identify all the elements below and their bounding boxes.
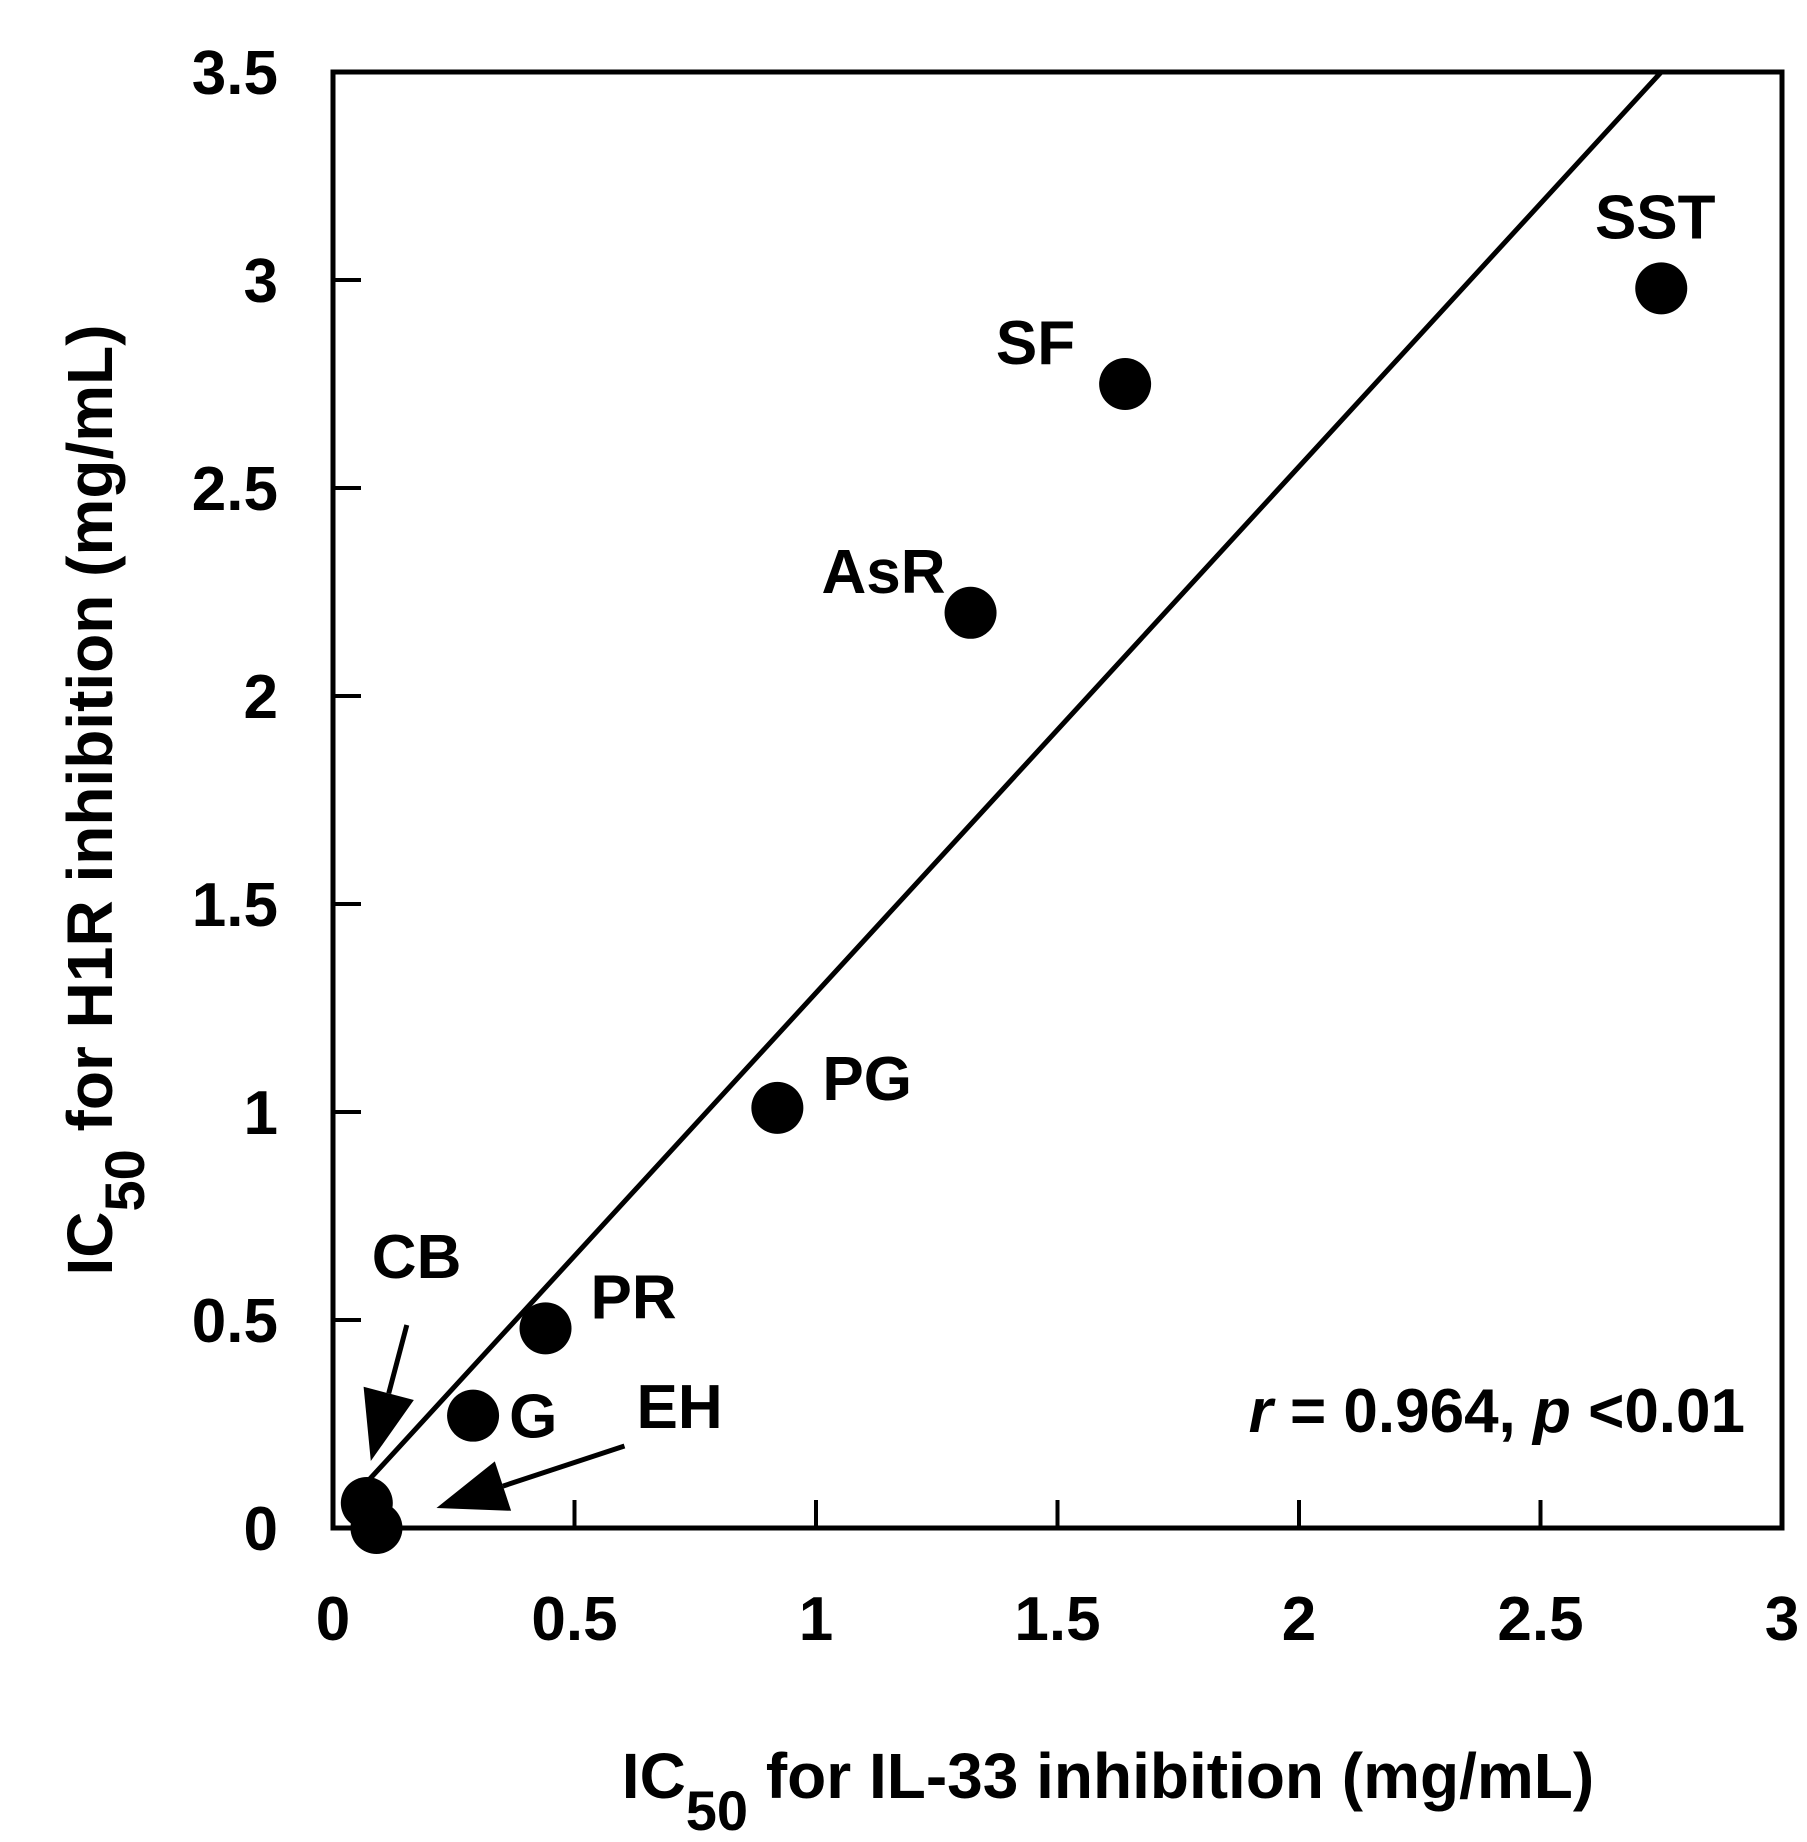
- p-value: <0.01: [1571, 1377, 1745, 1446]
- x-label-main: IC: [622, 1740, 686, 1812]
- y-axis-label: IC50 for H1R inhibition (mg/mL): [54, 324, 156, 1275]
- y-tick-label: 3.5: [192, 39, 278, 108]
- cb-arrow: [363, 1324, 414, 1462]
- point-label-cb: CB: [372, 1223, 462, 1292]
- data-points: [340, 262, 1688, 1554]
- data-point-pr: [519, 1302, 572, 1355]
- y-tick-label: 1.5: [192, 871, 278, 940]
- y-tick-label: 0.5: [192, 1287, 278, 1356]
- y-tick-label: 0: [244, 1495, 278, 1564]
- y-label-rest: for H1R inhibition (mg/mL): [54, 324, 126, 1149]
- x-tick-label: 1: [799, 1585, 833, 1654]
- data-point-sst: [1635, 262, 1688, 315]
- point-label-sf: SF: [996, 309, 1075, 378]
- correlation-annotation: r = 0.964, p <0.01: [1249, 1377, 1745, 1446]
- x-label-rest: for IL-33 inhibition (mg/mL): [748, 1740, 1594, 1812]
- x-tick-label: 2.5: [1497, 1585, 1583, 1654]
- point-labels: CB EH G PR PG AsR SF SST: [372, 183, 1716, 1451]
- point-label-eh: EH: [636, 1373, 722, 1442]
- x-tick-label: 2: [1282, 1585, 1316, 1654]
- x-tick-label: 0.5: [531, 1585, 617, 1654]
- label-arrows: [363, 1324, 626, 1511]
- point-label-pg: PG: [822, 1045, 912, 1114]
- regression-line-group: [364, 70, 1664, 1484]
- y-axis-ticks: 0 0.5 1 1.5 2 2.5 3 3.5: [192, 39, 361, 1564]
- p-symbol: p: [1531, 1377, 1571, 1446]
- point-label-g: G: [509, 1383, 557, 1452]
- y-label-main: IC: [54, 1212, 126, 1276]
- point-label-pr: PR: [591, 1263, 677, 1332]
- y-tick-label: 1: [244, 1079, 278, 1148]
- x-axis-ticks: 0 0.5 1 1.5 2 2.5 3: [316, 1500, 1799, 1654]
- x-tick-label: 0: [316, 1585, 350, 1654]
- eh-arrow: [436, 1443, 626, 1511]
- y-tick-label: 2.5: [192, 455, 278, 524]
- regression-line: [364, 70, 1664, 1484]
- x-tick-label: 3: [1765, 1585, 1799, 1654]
- x-label-sub: 50: [686, 1779, 748, 1842]
- y-tick-label: 2: [244, 663, 278, 732]
- data-point-asr: [944, 586, 997, 639]
- x-axis-label: IC50 for IL-33 inhibition (mg/mL): [622, 1740, 1594, 1842]
- data-point-sf: [1099, 358, 1152, 410]
- x-tick-label: 1.5: [1014, 1585, 1100, 1654]
- y-label-sub: 50: [93, 1149, 156, 1211]
- y-tick-label: 3: [244, 247, 278, 316]
- data-point-g: [447, 1389, 500, 1442]
- point-label-asr: AsR: [822, 538, 946, 607]
- data-point-pg: [751, 1081, 804, 1134]
- r-symbol: r: [1249, 1377, 1276, 1446]
- point-label-sst: SST: [1595, 183, 1716, 252]
- data-point-eh: [350, 1502, 403, 1554]
- r-value: = 0.964,: [1273, 1377, 1533, 1446]
